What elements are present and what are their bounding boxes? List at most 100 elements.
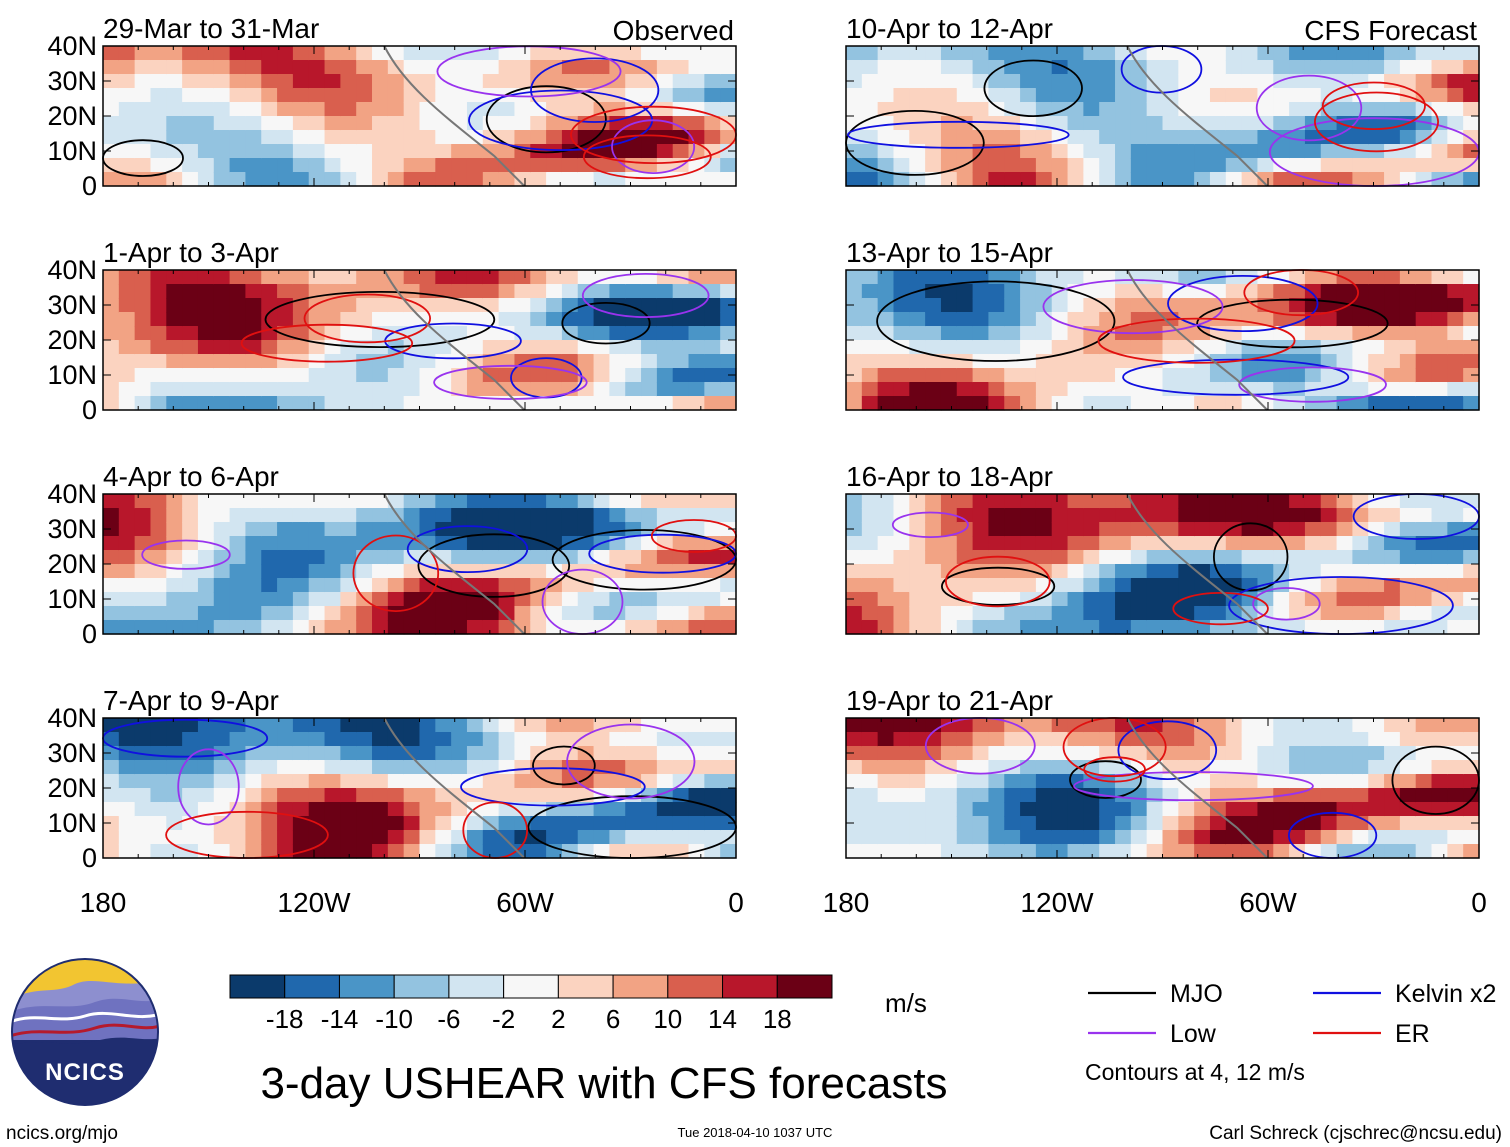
- heatmap-cell: [1241, 326, 1259, 341]
- heatmap-cell: [292, 578, 310, 593]
- heatmap-cell: [1083, 774, 1100, 789]
- heatmap-cell: [672, 368, 690, 383]
- heatmap-cell: [103, 396, 120, 411]
- heatmap-cell: [1225, 144, 1243, 159]
- heatmap-cell: [1020, 102, 1037, 117]
- heatmap-cell: [1352, 536, 1369, 551]
- heatmap-cell: [1415, 844, 1433, 859]
- heatmap-cell: [134, 172, 152, 187]
- heatmap-cell: [893, 606, 910, 621]
- heatmap-cell: [182, 732, 199, 747]
- heatmap-cell: [561, 746, 579, 761]
- heatmap-cell: [893, 732, 910, 747]
- heatmap-cell: [103, 830, 120, 845]
- heatmap-cell: [356, 816, 373, 831]
- heatmap-cell: [1020, 536, 1037, 551]
- heatmap-cell: [277, 130, 294, 145]
- heatmap-cell: [1099, 368, 1116, 383]
- heatmap-cell: [625, 144, 642, 159]
- heatmap-cell: [308, 74, 326, 89]
- heatmap-cell: [956, 340, 974, 355]
- heatmap-cell: [672, 46, 690, 61]
- heatmap-cell: [1463, 788, 1480, 803]
- heatmap-cell: [909, 396, 926, 411]
- heatmap-cell: [1384, 746, 1401, 761]
- heatmap-cell: [150, 354, 167, 369]
- heatmap-cell: [134, 774, 152, 789]
- heatmap-cell: [1241, 844, 1259, 859]
- heatmap-cell: [356, 270, 373, 285]
- heatmap-cell: [1051, 718, 1069, 733]
- heatmap-cell: [213, 144, 231, 159]
- heatmap-cell: [956, 760, 974, 775]
- coastline: [1126, 45, 1269, 187]
- heatmap-cell: [1304, 536, 1322, 551]
- heatmap-cell: [1099, 46, 1116, 61]
- heatmap-cell: [451, 298, 468, 313]
- heatmap-cell: [245, 592, 262, 607]
- contour-line: [1073, 771, 1314, 802]
- heatmap-cell: [1225, 312, 1243, 327]
- heatmap-cell: [1067, 88, 1084, 103]
- heatmap-cell: [1178, 130, 1195, 145]
- heatmap-cell: [561, 60, 579, 75]
- heatmap-cell: [672, 508, 690, 523]
- heatmap-cell: [909, 620, 926, 635]
- y-tick-label: 0: [82, 171, 97, 201]
- heatmap-cell: [1415, 312, 1433, 327]
- heatmap-cell: [1099, 354, 1116, 369]
- heatmap-cell: [514, 788, 531, 803]
- heatmap-cell: [1273, 620, 1290, 635]
- heatmap-cell: [1004, 578, 1021, 593]
- heatmap-cell: [561, 396, 579, 411]
- heatmap-cell: [1447, 396, 1464, 411]
- heatmap-cell: [134, 578, 152, 593]
- heatmap-cell: [972, 746, 990, 761]
- heatmap-cell: [1083, 494, 1100, 509]
- heatmap-cell: [546, 284, 563, 299]
- heatmap-cell: [704, 382, 721, 397]
- heatmap-cell: [672, 620, 690, 635]
- heatmap-cell: [1431, 760, 1448, 775]
- heatmap-cell: [1146, 340, 1164, 355]
- heatmap-cell: [182, 298, 199, 313]
- heatmap-cell: [656, 746, 674, 761]
- heatmap-cell: [988, 578, 1005, 593]
- heatmap-cell: [940, 774, 958, 789]
- coastline: [383, 493, 526, 635]
- heatmap-cell: [1399, 396, 1417, 411]
- heatmap-cell: [530, 368, 547, 383]
- heatmap-cell: [1194, 788, 1211, 803]
- heatmap-cell: [514, 774, 531, 789]
- heatmap-cell: [166, 326, 183, 341]
- heatmap-cell: [403, 718, 421, 733]
- heatmap-cell: [277, 830, 294, 845]
- heatmap-cell: [103, 172, 120, 187]
- contour-line: [264, 290, 496, 348]
- heatmap-cell: [1447, 60, 1464, 75]
- heatmap-cell: [466, 144, 484, 159]
- heatmap-cell: [1304, 802, 1322, 817]
- heatmap-cell: [229, 312, 247, 327]
- heatmap-cell: [1289, 536, 1306, 551]
- heatmap-cell: [546, 564, 563, 579]
- heatmap-cell: [1051, 326, 1069, 341]
- heatmap-cell: [514, 172, 531, 187]
- heatmap-cell: [498, 144, 516, 159]
- heatmap-cell: [482, 144, 500, 159]
- heatmap-cell: [1194, 354, 1211, 369]
- heatmap-cell: [1352, 830, 1369, 845]
- heatmap-cell: [546, 368, 563, 383]
- heatmap-cell: [245, 130, 262, 145]
- heatmap-cell: [861, 102, 879, 117]
- heatmap-cell: [197, 606, 215, 621]
- heatmap-cell: [1099, 606, 1116, 621]
- heatmap-cell: [514, 494, 531, 509]
- heatmap-cell: [530, 830, 547, 845]
- heatmap-cell: [909, 816, 926, 831]
- heatmap-cell: [1067, 606, 1084, 621]
- heatmap-cell: [846, 396, 863, 411]
- heatmap-cell: [340, 46, 357, 61]
- heatmap-cell: [609, 494, 626, 509]
- heatmap-cell: [720, 494, 737, 509]
